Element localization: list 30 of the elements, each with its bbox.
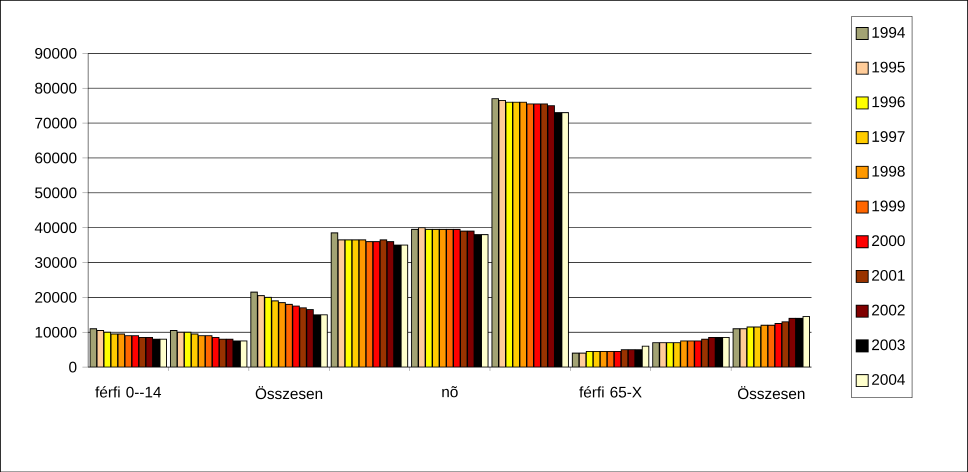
bar (299, 307, 307, 367)
y-tick-label: 30000 (35, 256, 76, 268)
legend-label: 2003 (872, 339, 905, 350)
x-tick-label: Összesen (738, 386, 804, 399)
y-tick-label: 80000 (35, 82, 76, 94)
legend-label: 1998 (872, 166, 905, 176)
bar (338, 239, 346, 367)
legend-label: 1996 (872, 96, 905, 108)
y-tick-label: 20000 (35, 292, 76, 303)
legend-label: 2004 (872, 374, 905, 385)
y-tick-label: 60000 (35, 152, 76, 164)
legend-label: 2001 (872, 270, 905, 281)
legend-label: 2002 (872, 304, 905, 316)
y-tick-label: 90000 (35, 48, 76, 59)
bar (306, 308, 314, 367)
x-tick-label: nõ (442, 386, 458, 398)
bar (320, 314, 328, 367)
x-tick-label: férfi 0--14 (95, 386, 162, 398)
x-tick-label: férfi 65-X (579, 386, 642, 398)
y-tick-label: 10000 (36, 326, 76, 338)
legend-label: 1999 (872, 200, 905, 212)
y-tick-label: 40000 (34, 222, 76, 233)
legend-label: 1994 (872, 26, 905, 38)
y-tick-label: 70000 (35, 117, 76, 128)
legend-label: 1995 (872, 62, 905, 72)
y-tick-label: 50000 (35, 187, 76, 198)
y-tick-label: 0 (69, 361, 76, 372)
x-tick-label: Összesen (256, 386, 322, 399)
legend-label: 1997 (872, 130, 905, 142)
legend-label: 2000 (872, 235, 905, 246)
